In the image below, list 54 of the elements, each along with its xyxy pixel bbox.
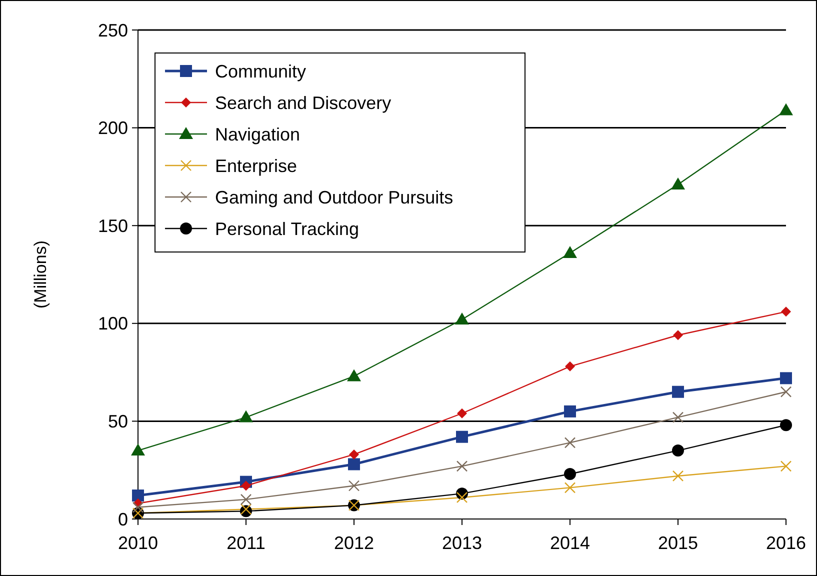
point bbox=[240, 504, 252, 515]
point bbox=[456, 492, 468, 504]
point bbox=[564, 468, 576, 480]
point bbox=[779, 103, 793, 116]
y-tick-label: 100 bbox=[98, 314, 128, 334]
point bbox=[456, 430, 468, 443]
legend-label: Enterprise bbox=[215, 156, 298, 176]
y-axis-title: (Millions) bbox=[31, 240, 50, 308]
point bbox=[455, 312, 469, 324]
point bbox=[672, 444, 684, 457]
point bbox=[564, 405, 576, 418]
y-tick-label: 250 bbox=[98, 20, 128, 40]
x-tick-label: 2010 bbox=[118, 533, 158, 553]
point bbox=[349, 449, 359, 460]
legend-label: Personal Tracking bbox=[215, 218, 360, 239]
point bbox=[239, 410, 253, 422]
legend-label: Community bbox=[215, 61, 306, 82]
x-tick-label: 2012 bbox=[334, 533, 374, 553]
point bbox=[563, 246, 577, 258]
point bbox=[132, 490, 144, 502]
x-tick-label: 2011 bbox=[226, 533, 266, 553]
y-tick-label: 200 bbox=[98, 118, 128, 138]
legend-label: Gaming and Outdoor Pursuits bbox=[215, 187, 454, 208]
point bbox=[672, 386, 684, 398]
y-tick-label: 50 bbox=[108, 412, 128, 432]
point bbox=[131, 444, 145, 456]
point bbox=[780, 386, 792, 398]
point bbox=[348, 458, 360, 470]
x-tick-label: 2016 bbox=[766, 533, 806, 553]
point bbox=[564, 437, 576, 448]
legend-label: Search and Discovery bbox=[215, 92, 392, 113]
point bbox=[565, 361, 575, 372]
point bbox=[348, 480, 360, 492]
x-tick-label: 2015 bbox=[658, 533, 698, 553]
point bbox=[240, 494, 252, 506]
y-tick-label: 0 bbox=[118, 509, 128, 530]
point bbox=[132, 502, 144, 513]
x-tick-label: 2014 bbox=[550, 533, 590, 553]
legend-label: Navigation bbox=[215, 124, 300, 144]
point bbox=[673, 330, 683, 340]
point bbox=[672, 470, 684, 482]
point bbox=[457, 408, 467, 418]
point bbox=[780, 460, 792, 472]
point bbox=[780, 372, 792, 384]
point bbox=[780, 419, 792, 432]
point bbox=[564, 482, 576, 494]
point bbox=[241, 480, 251, 491]
point bbox=[781, 306, 791, 317]
point bbox=[347, 369, 361, 382]
y-tick-label: 150 bbox=[98, 216, 128, 236]
point bbox=[672, 412, 684, 423]
point bbox=[456, 460, 468, 472]
point bbox=[671, 178, 685, 190]
x-tick-label: 2013 bbox=[442, 533, 482, 553]
